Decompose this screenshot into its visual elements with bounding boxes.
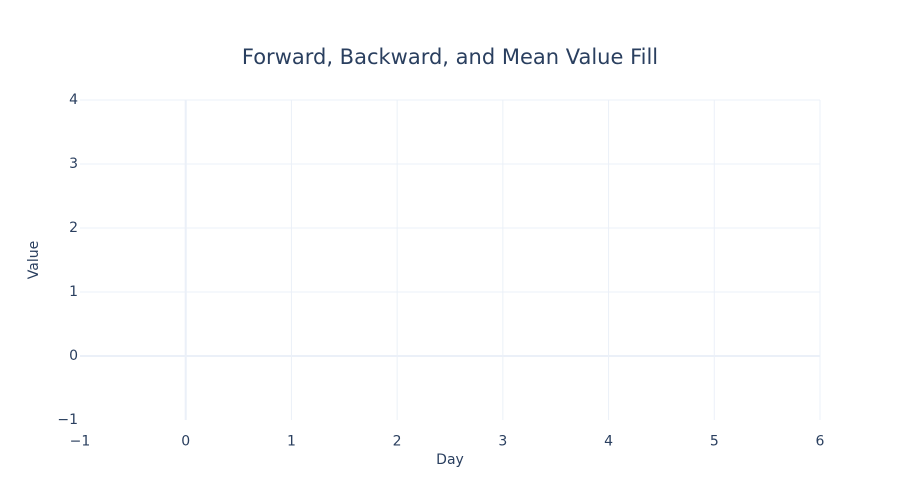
y-tick-label: 1 — [69, 284, 78, 300]
tick-layer: −1 0 1 2 3 4 5 6 −1 0 1 2 3 4 — [57, 92, 824, 450]
y-tick-label: 4 — [69, 92, 78, 108]
y-tick-label: 2 — [69, 220, 78, 236]
y-axis-title: Value — [26, 241, 42, 279]
y-tick-label: 0 — [69, 348, 78, 364]
x-tick-label: 5 — [710, 434, 719, 450]
y-tick-label: 3 — [69, 156, 78, 172]
y-tick-label: −1 — [57, 412, 78, 428]
x-tick-label: 2 — [393, 434, 402, 450]
x-tick-label: −1 — [70, 434, 91, 450]
x-tick-label: 6 — [816, 434, 825, 450]
x-tick-label: 0 — [181, 434, 190, 450]
x-axis-title: Day — [436, 452, 464, 468]
x-tick-label: 4 — [604, 434, 613, 450]
x-tick-label: 3 — [498, 434, 507, 450]
chart-title: Forward, Backward, and Mean Value Fill — [242, 45, 658, 69]
grid-layer — [80, 99, 821, 420]
x-tick-label: 1 — [287, 434, 296, 450]
